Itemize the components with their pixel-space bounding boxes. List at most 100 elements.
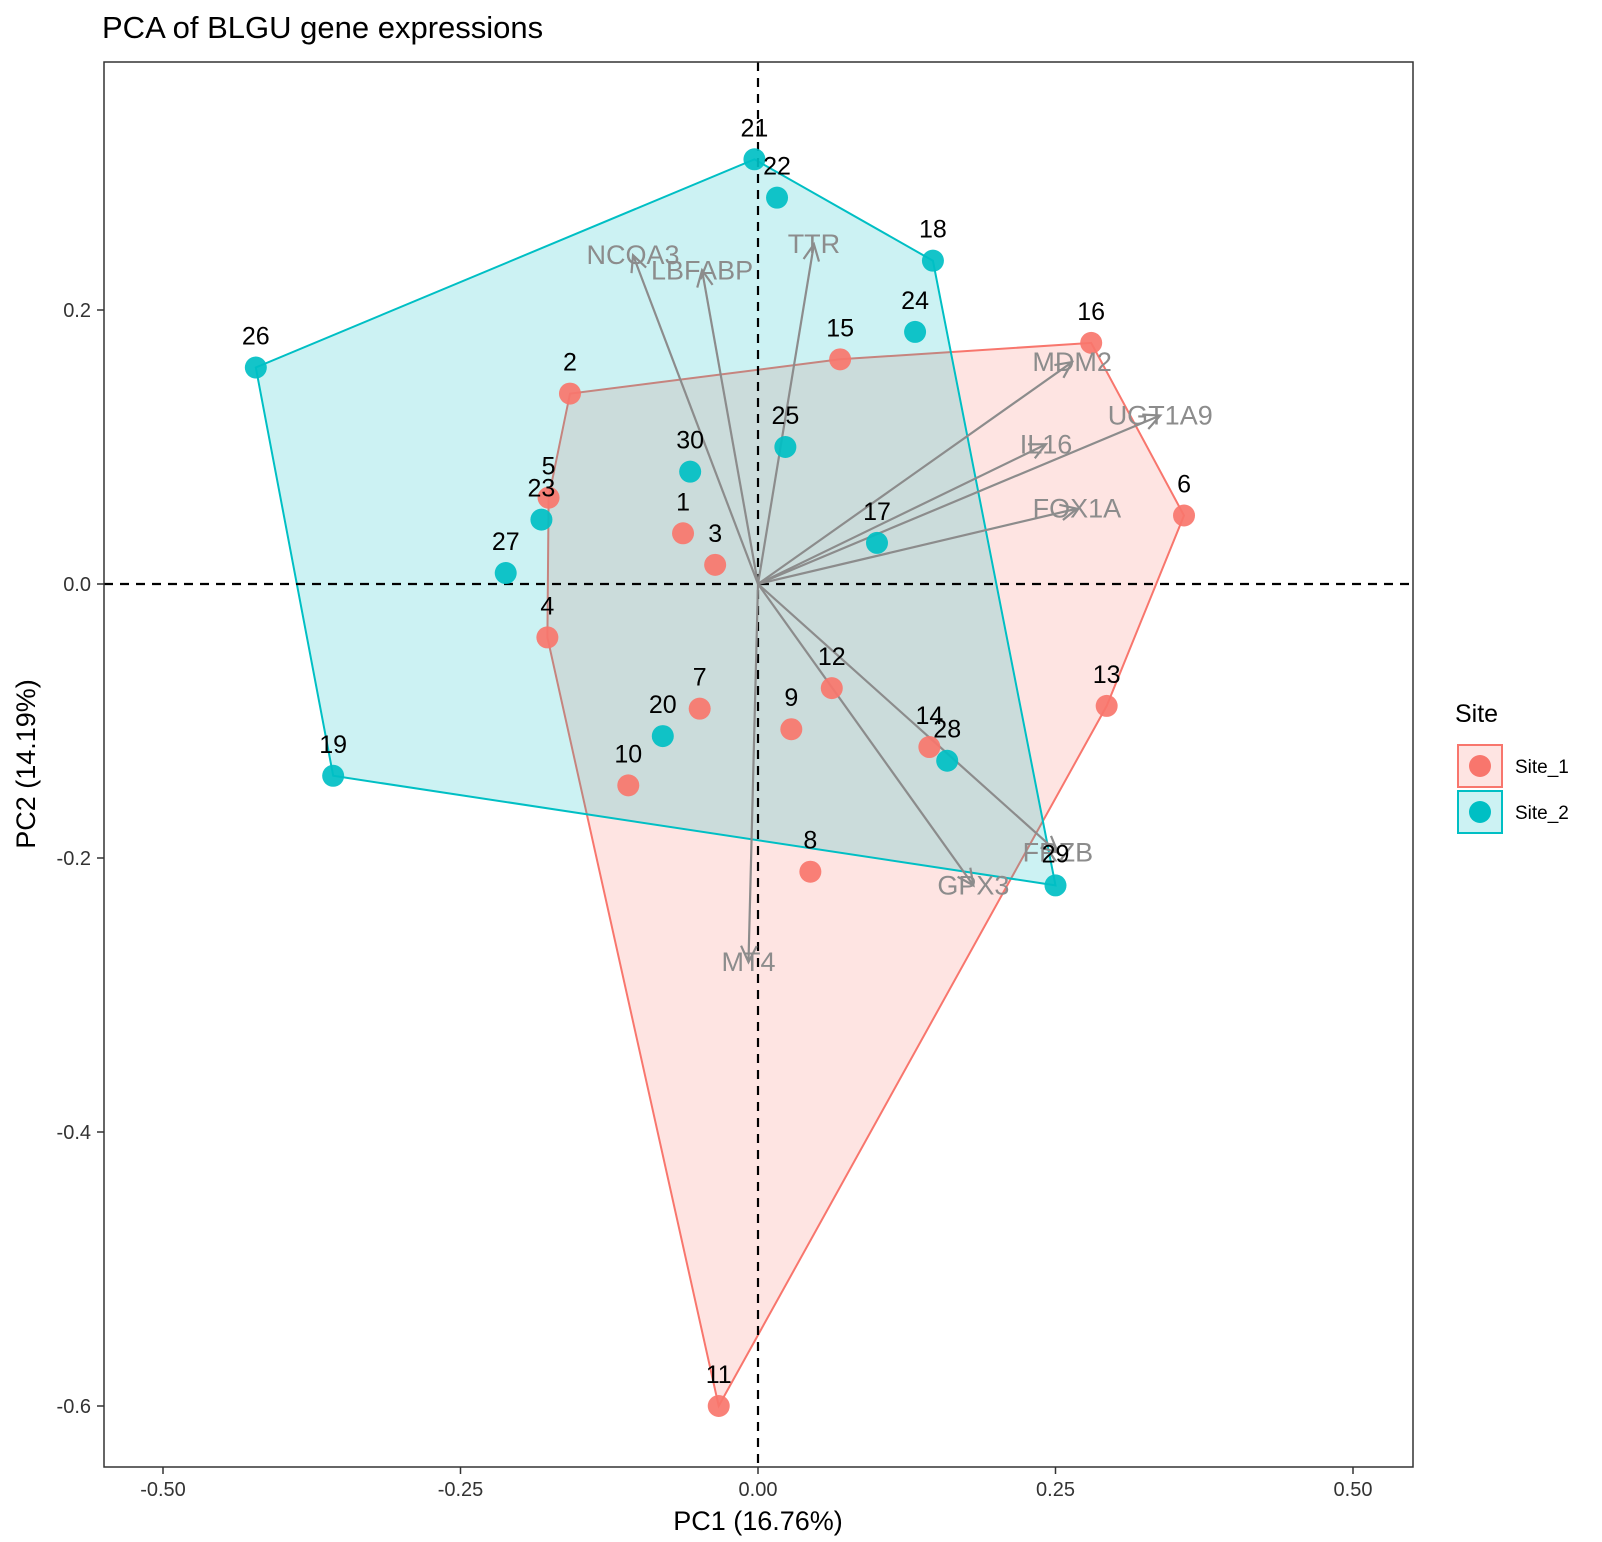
y-tick-label: -0.4 bbox=[57, 1122, 91, 1144]
loading-arrow-shaft bbox=[757, 507, 1078, 586]
point-label-21: 21 bbox=[741, 114, 769, 142]
data-point-26 bbox=[244, 356, 267, 379]
legend-item-site-2: Site_2 bbox=[1457, 790, 1569, 834]
x-tick-label: 0.50 bbox=[1334, 1479, 1373, 1501]
data-point-11 bbox=[707, 1395, 730, 1417]
legend-title: Site bbox=[1455, 700, 1498, 728]
loading-label-gpx3: GPX3 bbox=[937, 870, 1009, 900]
y-tick-label: 0.0 bbox=[63, 574, 91, 596]
loading-arrow-shaft bbox=[757, 583, 1059, 854]
point-label-2: 2 bbox=[563, 349, 577, 377]
y-tick-label: -0.6 bbox=[57, 1396, 91, 1418]
data-point-5 bbox=[537, 486, 560, 509]
point-label-23: 23 bbox=[528, 475, 556, 503]
loading-label-ncoa3: NCOA3 bbox=[587, 240, 680, 270]
hull-site-2 bbox=[254, 158, 1057, 887]
loading-arrow-fox1a bbox=[757, 503, 1080, 586]
point-label-16: 16 bbox=[1077, 298, 1105, 326]
point-label-22: 22 bbox=[763, 153, 791, 181]
loading-arrow-shaft bbox=[757, 414, 1161, 586]
loading-arrow-mt4 bbox=[740, 583, 760, 965]
loading-arrow-head bbox=[1142, 413, 1163, 430]
point-label-20: 20 bbox=[649, 691, 677, 719]
loading-arrow-shaft bbox=[632, 254, 760, 585]
data-point-18 bbox=[921, 249, 944, 272]
point-label-17: 17 bbox=[863, 498, 891, 526]
loading-label-frzb: FRZB bbox=[1023, 838, 1094, 868]
y-axis-title: PC2 (14.19%) bbox=[11, 679, 41, 849]
loading-arrow-head bbox=[696, 267, 714, 288]
x-axis-title: PC1 (16.76%) bbox=[673, 1506, 843, 1536]
data-point-20 bbox=[651, 725, 674, 748]
data-point-8 bbox=[799, 860, 822, 883]
point-label-12: 12 bbox=[818, 643, 846, 671]
loading-arrow-head bbox=[802, 241, 821, 262]
point-label-11: 11 bbox=[706, 1361, 732, 1389]
data-point-27 bbox=[494, 562, 517, 585]
data-point-10 bbox=[617, 774, 640, 797]
y-tick-label: -0.2 bbox=[57, 848, 91, 870]
data-point-24 bbox=[904, 320, 927, 343]
chart-title: PCA of BLGU gene expressions bbox=[102, 10, 543, 45]
loading-arrow-shaft bbox=[757, 443, 1047, 585]
point-label-9: 9 bbox=[784, 684, 798, 712]
data-point-25 bbox=[774, 436, 797, 458]
data-point-28 bbox=[936, 749, 959, 772]
series-site-1 bbox=[536, 331, 1196, 1417]
point-label-4: 4 bbox=[540, 592, 554, 620]
loading-arrow-shaft bbox=[756, 244, 816, 585]
data-point-2 bbox=[558, 382, 581, 405]
loading-arrow-shaft bbox=[757, 361, 1073, 585]
data-point-9 bbox=[780, 718, 803, 741]
data-point-7 bbox=[688, 697, 711, 720]
data-point-15 bbox=[829, 348, 852, 371]
loading-arrow-ncoa3 bbox=[630, 252, 760, 585]
legend-label: Site_2 bbox=[1515, 803, 1569, 824]
data-point-17 bbox=[866, 531, 888, 554]
point-label-8: 8 bbox=[803, 827, 817, 855]
loading-arrow-shaft bbox=[700, 270, 760, 585]
legend: Site Site_1 Site_2 bbox=[1455, 700, 1569, 834]
legend-key-dot bbox=[1469, 755, 1491, 777]
loading-label-lbfabp: LBFABP bbox=[651, 255, 753, 285]
loading-arrow-shaft bbox=[747, 583, 760, 963]
x-axis: -0.50 -0.25 0.00 0.25 0.50 bbox=[140, 1467, 1372, 1501]
loading-label-ugt1a9: UGT1A9 bbox=[1108, 400, 1213, 430]
data-point-21 bbox=[743, 148, 766, 171]
point-label-24: 24 bbox=[901, 287, 929, 315]
loading-arrow-mdm2 bbox=[757, 360, 1075, 585]
data-point-22 bbox=[766, 186, 789, 209]
loading-arrow-shaft bbox=[757, 583, 975, 887]
series-site-2 bbox=[244, 148, 1067, 897]
point-label-30: 30 bbox=[676, 427, 704, 455]
loading-label-ttr: TTR bbox=[788, 229, 840, 259]
loading-arrow-il16 bbox=[757, 443, 1049, 585]
data-point-3 bbox=[704, 553, 727, 576]
point-label-14: 14 bbox=[915, 702, 943, 730]
data-point-14 bbox=[918, 736, 941, 759]
point-label-13: 13 bbox=[1093, 661, 1121, 689]
point-label-29: 29 bbox=[1042, 840, 1070, 868]
y-tick-label: 0.2 bbox=[63, 300, 91, 322]
legend-label: Site_1 bbox=[1515, 757, 1569, 778]
loading-arrow-lbfabp bbox=[696, 267, 760, 585]
point-label-19: 19 bbox=[319, 731, 347, 759]
loading-arrow-head bbox=[1059, 503, 1080, 521]
loading-label-mdm2: MDM2 bbox=[1032, 347, 1112, 377]
loading-label-mt4: MT4 bbox=[721, 947, 775, 977]
loading-arrow-head bbox=[630, 252, 647, 274]
x-tick-label: 0.00 bbox=[739, 1479, 778, 1501]
x-tick-label: -0.50 bbox=[140, 1479, 186, 1501]
loading-arrow-head bbox=[740, 945, 758, 965]
data-point-29 bbox=[1044, 874, 1067, 897]
point-label-7: 7 bbox=[693, 664, 707, 692]
point-label-3: 3 bbox=[708, 520, 722, 548]
loading-arrow-head bbox=[957, 867, 975, 888]
loading-arrow-gpx3 bbox=[757, 583, 975, 888]
point-label-18: 18 bbox=[919, 216, 947, 244]
loading-arrow-ttr bbox=[756, 241, 821, 585]
legend-item-site-1: Site_1 bbox=[1457, 744, 1569, 788]
data-point-19 bbox=[322, 764, 345, 787]
